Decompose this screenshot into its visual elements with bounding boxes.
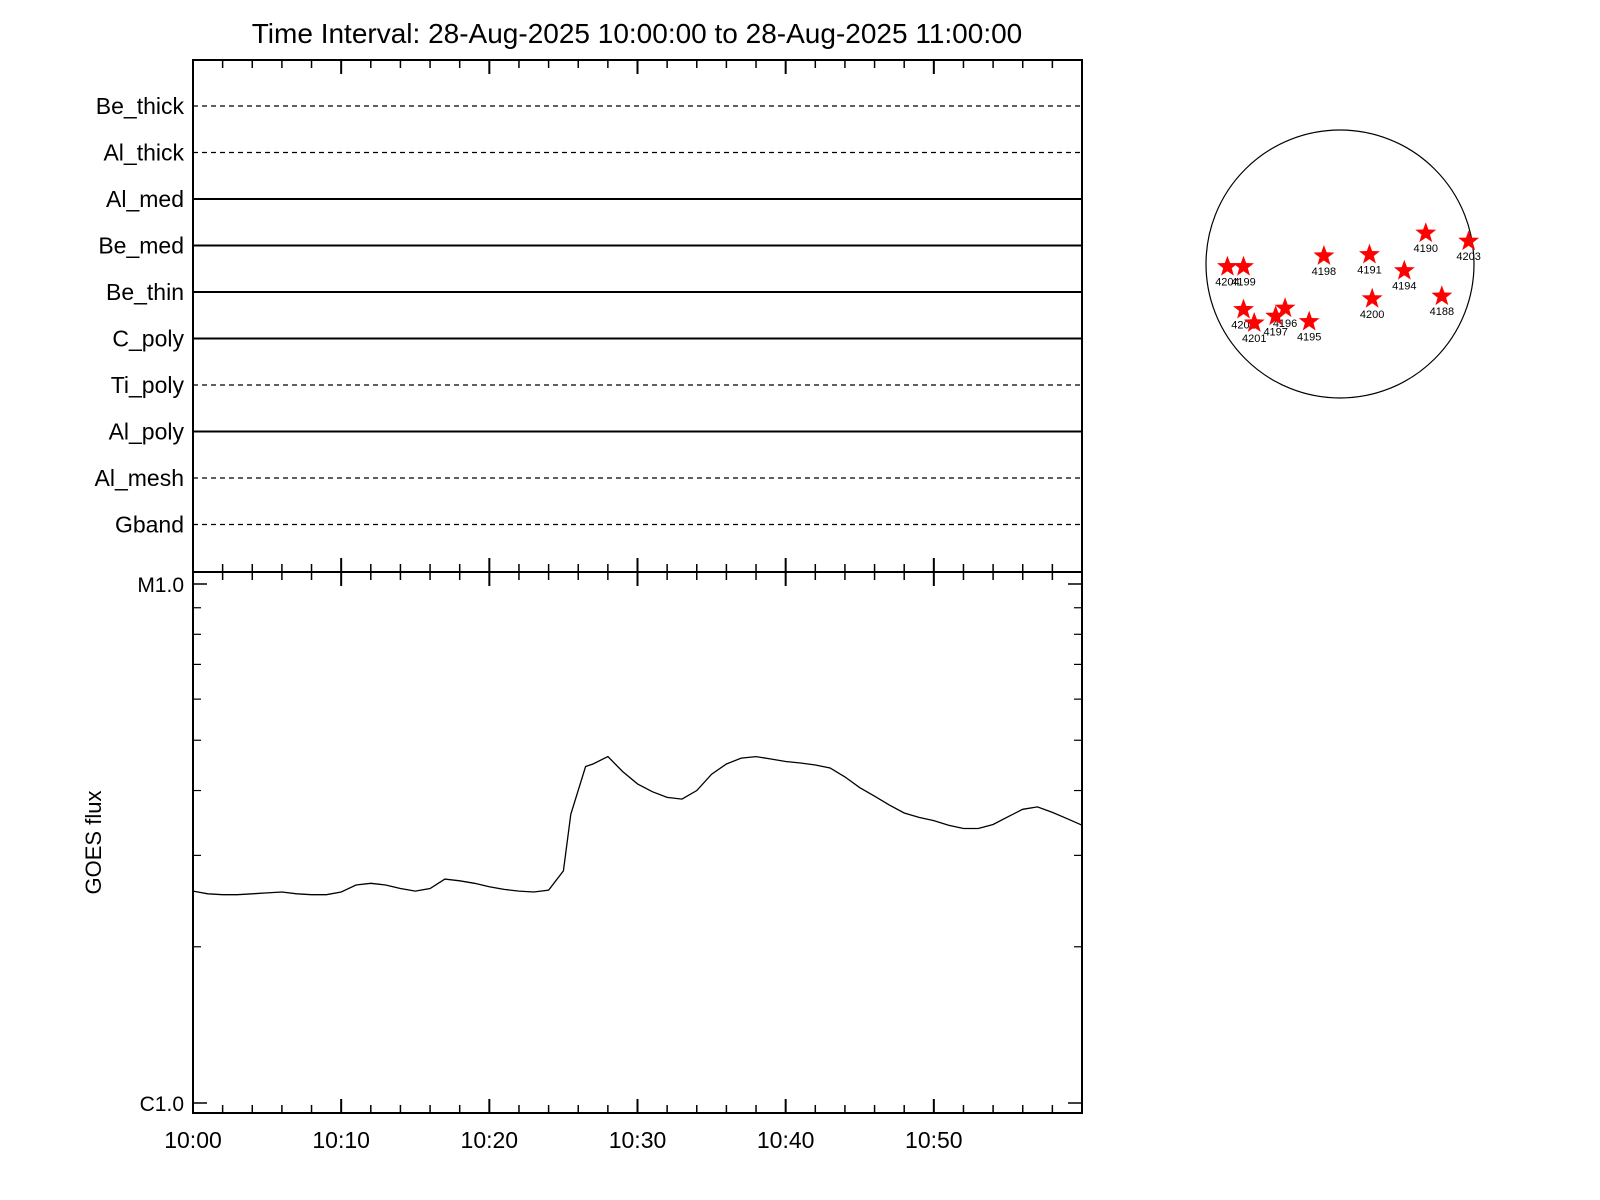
channel-label: Al_mesh <box>95 465 184 491</box>
active-region-marker <box>1313 245 1335 265</box>
y-tick-label: C1.0 <box>140 1093 184 1116</box>
active-region-marker <box>1274 297 1296 318</box>
active-region-marker <box>1361 287 1383 308</box>
x-tick-label: 10:40 <box>757 1127 815 1153</box>
active-region-marker <box>1393 259 1415 280</box>
channel-label: Be_thick <box>96 93 185 119</box>
channel-label: Be_thin <box>106 279 184 305</box>
active-region-marker <box>1415 222 1437 243</box>
y-axis-label: GOES flux <box>81 791 106 895</box>
active-region-marker <box>1298 310 1320 331</box>
channel-label: C_poly <box>112 326 184 352</box>
x-tick-label: 10:20 <box>461 1127 519 1153</box>
active-region-marker <box>1243 312 1265 332</box>
x-tick-label: 10:50 <box>905 1127 963 1153</box>
active-region-marker <box>1233 298 1254 319</box>
active-region-marker <box>1265 305 1287 326</box>
active-region-label: 4200 <box>1360 309 1384 321</box>
channel-label: Al_poly <box>109 419 185 445</box>
active-region-label: 4203 <box>1456 251 1480 263</box>
goes-flux-panel: M1.0 C1.0 GOES flux 10:00 10:10 10:20 10:30 10:… <box>81 571 1083 1153</box>
active-region-marker <box>1458 230 1480 251</box>
timeline-frame <box>192 59 1083 573</box>
active-region-marker <box>1359 243 1380 264</box>
active-region-label: 4188 <box>1430 306 1454 318</box>
active-region-label: 4195 <box>1297 332 1321 344</box>
flux-frame <box>192 571 1083 1114</box>
active-region-marker <box>1217 255 1238 276</box>
channel-label: Al_thick <box>103 140 184 166</box>
solar-disk-outline <box>1205 129 1475 399</box>
active-region-label: 4197 <box>1263 326 1287 338</box>
y-tick-label: M1.0 <box>137 574 184 597</box>
active-region-marker <box>1431 285 1453 306</box>
active-region-label: 4198 <box>1312 266 1336 278</box>
active-region-label: 4190 <box>1414 243 1438 255</box>
channel-label: Ti_poly <box>111 372 185 398</box>
active-region-marker <box>1233 255 1254 276</box>
channel-label: Gband <box>115 512 184 538</box>
goes-flux-line <box>192 755 1083 896</box>
x-tick-label: 10:10 <box>312 1127 370 1153</box>
x-tick-label: 10:00 <box>164 1127 222 1153</box>
channel-label: Be_med <box>98 233 184 259</box>
x-tick-label: 10:30 <box>609 1127 667 1153</box>
active-region-label: 4194 <box>1392 281 1416 293</box>
active-region-label: 4201 <box>1242 333 1266 345</box>
channel-label: Al_med <box>106 186 184 212</box>
active-region-label: 4204 <box>1215 277 1239 289</box>
timeline-panel: Be_thick Al_thick Al_med Be_med Be_thin C_pol… <box>95 59 1083 586</box>
chart-title: Time Interval: 28-Aug-2025 10:00:00 to 2… <box>252 18 1023 49</box>
active-region-label: 4199 <box>1231 277 1255 289</box>
active-region-label: 4191 <box>1357 265 1381 277</box>
